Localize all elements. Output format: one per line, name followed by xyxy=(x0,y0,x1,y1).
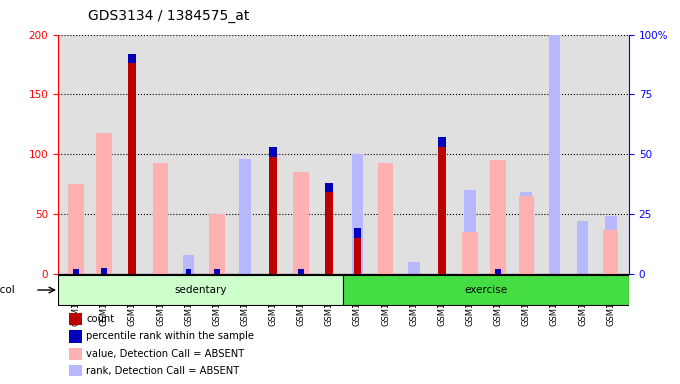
Bar xyxy=(519,196,534,274)
Bar xyxy=(352,154,363,274)
Bar xyxy=(492,161,504,274)
Bar xyxy=(69,365,82,378)
Bar xyxy=(438,137,446,147)
Bar xyxy=(605,216,617,274)
Text: count: count xyxy=(86,314,114,324)
Bar xyxy=(97,132,112,274)
Text: percentile rank within the sample: percentile rank within the sample xyxy=(86,331,254,341)
Bar xyxy=(58,275,343,305)
Bar xyxy=(101,268,107,274)
Bar xyxy=(490,160,506,274)
Bar xyxy=(209,214,224,274)
Bar xyxy=(354,233,361,274)
Bar xyxy=(269,152,277,274)
Bar xyxy=(129,58,136,274)
Text: protocol: protocol xyxy=(0,285,15,295)
Bar xyxy=(326,188,333,274)
Bar xyxy=(214,269,220,274)
Bar xyxy=(129,54,136,63)
Bar xyxy=(69,184,84,274)
Bar xyxy=(520,192,532,274)
Bar xyxy=(211,235,222,274)
Bar xyxy=(464,190,476,274)
Bar xyxy=(496,269,501,274)
Bar xyxy=(183,255,194,274)
Bar xyxy=(577,221,588,274)
Bar xyxy=(408,262,420,274)
Bar xyxy=(378,162,393,274)
Bar xyxy=(153,162,168,274)
Bar xyxy=(69,313,82,325)
Text: GDS3134 / 1384575_at: GDS3134 / 1384575_at xyxy=(88,9,250,23)
Bar xyxy=(69,330,82,343)
Bar xyxy=(269,147,277,157)
Bar xyxy=(603,230,618,274)
Bar xyxy=(462,232,478,274)
Bar xyxy=(549,11,560,274)
Bar xyxy=(354,228,361,238)
Bar xyxy=(73,269,79,274)
Bar xyxy=(239,159,251,274)
Text: sedentary: sedentary xyxy=(174,285,227,295)
Bar xyxy=(343,275,629,305)
Bar xyxy=(326,183,333,192)
Bar xyxy=(186,269,191,274)
Text: exercise: exercise xyxy=(464,285,508,295)
Bar xyxy=(438,142,446,274)
Text: value, Detection Call = ABSENT: value, Detection Call = ABSENT xyxy=(86,349,245,359)
Bar xyxy=(69,348,82,360)
Bar xyxy=(294,172,309,274)
Bar xyxy=(299,269,304,274)
Text: rank, Detection Call = ABSENT: rank, Detection Call = ABSENT xyxy=(86,366,239,376)
